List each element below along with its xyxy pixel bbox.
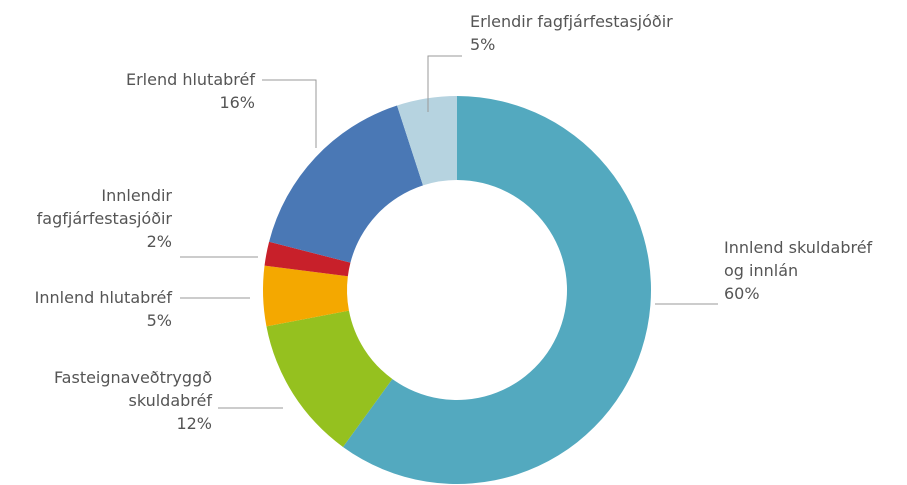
slice-label: Innlendir fagfjárfestasjóðir 2% bbox=[37, 184, 172, 253]
category-label: Innlendir fagfjárfestasjóðir bbox=[36, 186, 172, 228]
leader-line bbox=[427, 55, 462, 112]
slice-label: Erlendir fagfjárfestasjóðir 5% bbox=[470, 10, 673, 56]
slice bbox=[263, 265, 349, 327]
leader-line bbox=[262, 79, 317, 148]
value-label: 5% bbox=[146, 311, 172, 330]
value-label: 2% bbox=[146, 232, 172, 251]
category-label: Erlendir fagfjárfestasjóðir bbox=[470, 12, 673, 31]
category-label: Erlend hlutabréf bbox=[125, 70, 255, 89]
slice bbox=[269, 105, 424, 263]
slice bbox=[264, 241, 351, 277]
value-label: 5% bbox=[470, 35, 496, 54]
slice bbox=[266, 310, 393, 447]
slice bbox=[342, 96, 652, 485]
value-label: 60% bbox=[724, 284, 760, 303]
category-label: Innlend skuldabréf og innlán bbox=[724, 238, 873, 280]
slice bbox=[397, 96, 457, 186]
slice-label: Fasteignaveðtryggð skuldabréf 12% bbox=[54, 366, 212, 435]
value-label: 12% bbox=[176, 414, 212, 433]
slice-label: Innlend skuldabréf og innlán 60% bbox=[724, 236, 872, 305]
slices bbox=[263, 96, 652, 485]
value-label: 16% bbox=[219, 93, 255, 112]
category-label: Fasteignaveðtryggð skuldabréf bbox=[53, 368, 212, 410]
category-label: Innlend hlutabréf bbox=[34, 288, 172, 307]
slice-label: Erlend hlutabréf 16% bbox=[126, 68, 255, 114]
slice-label: Innlend hlutabréf 5% bbox=[35, 286, 172, 332]
